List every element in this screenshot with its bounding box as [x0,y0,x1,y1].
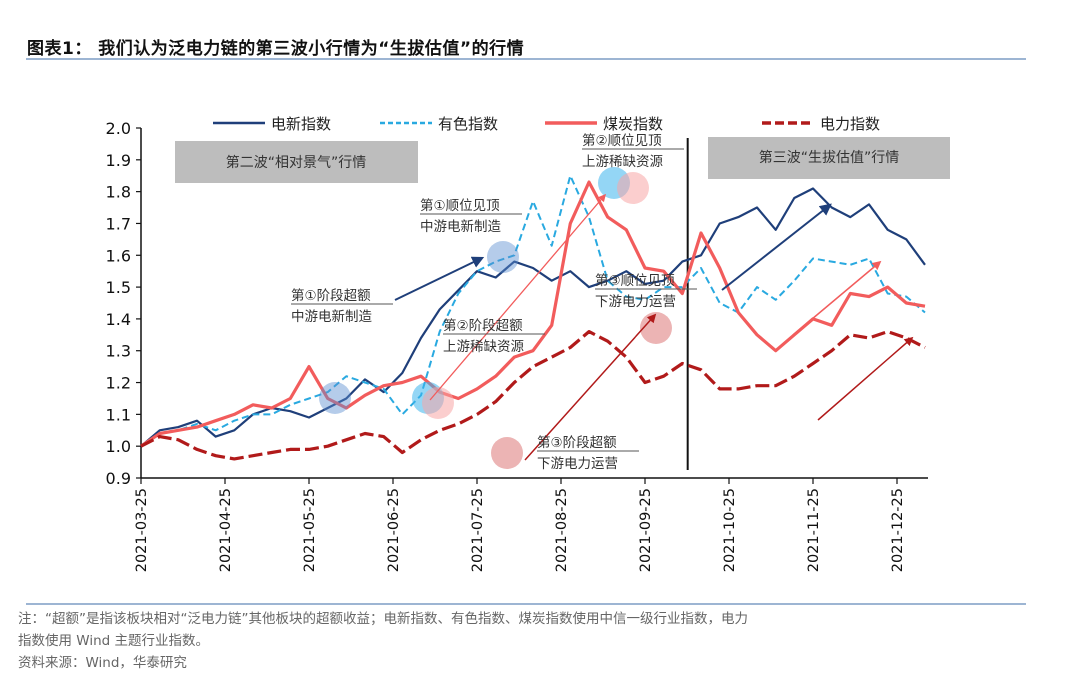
y-tick-label: 1.3 [106,342,131,361]
title-rule [26,58,1026,60]
annotation-label-3-stage-line2: 下游电力运营 [537,456,618,472]
x-tick-label: 2021-10-25 [722,488,738,572]
x-tick-label: 2021-08-25 [554,488,570,572]
legend: 电新指数 有色指数 煤炭指数 电力指数 [213,115,880,133]
wave2-box-label: 第二波“相对景气”行情 [226,154,367,171]
wave3-box [708,137,950,179]
highlight-circle [422,387,454,419]
annotation-label-2-top-line1: 第②顺位见顶 [582,132,662,149]
annotation-label-1-top-line2: 中游电新制造 [420,219,501,235]
highlight-circle [640,312,672,344]
x-tick-label: 2021-03-25 [134,488,150,572]
line-chart: 电新指数 有色指数 煤炭指数 电力指数 第二波“相对景气”行情 第三波“生拔估值”行情 … [106,115,950,572]
y-tick-label: 1.4 [106,310,131,329]
notes: 注：“超额”是指该板块相对“泛电力链”其他板块的超额收益；电新指数、有色指数、煤… [18,608,748,674]
y-tick-label: 1.7 [106,214,131,233]
note-line-2: 指数使用 Wind 主题行业指数。 [18,633,210,649]
x-tick-label: 2021-05-25 [302,488,318,572]
annotation-label-1-stage-line1: 第①阶段超额 [291,287,371,304]
annotation-label-1-stage-line2: 中游电新制造 [291,309,372,325]
legend-label-2: 有色指数 [438,115,498,133]
annotation-label-3-stage-line1: 第③阶段超额 [537,434,617,451]
x-tick-label: 2021-09-25 [638,488,654,572]
wave3-box-label: 第三波“生拔估值”行情 [759,149,900,166]
series-lines [140,174,926,461]
legend-label-1: 电新指数 [271,115,331,133]
series-line-1 [140,187,926,448]
annotation-label-2-stage-line1: 第②阶段超额 [443,317,523,334]
highlight-circle [487,241,519,273]
highlight-circle [617,172,649,204]
wave2-box [175,141,418,183]
figure-title: 图表1： 我们认为泛电力链的第三波小行情为“生拔估值”的行情 [27,39,525,59]
trend-arrow [792,260,882,336]
x-tick-label: 2021-12-25 [890,488,906,572]
y-tick-label: 1.2 [106,374,131,393]
trend-arrow [394,256,485,301]
series-line-4 [140,330,926,461]
annotation-label-2-top-line2: 上游稀缺资源 [582,154,663,170]
y-tick-label: 1.5 [106,278,131,297]
highlight-circle [319,382,351,414]
annotation-label-2-stage-line2: 上游稀缺资源 [443,339,524,355]
y-tick-label: 2.0 [106,119,131,138]
y-tick-label: 1.6 [106,246,131,265]
trend-arrow [524,313,657,461]
x-tick-label: 2021-06-25 [386,488,402,572]
source-line: 资料来源：Wind，华泰研究 [18,655,187,671]
y-tick-label: 1.8 [106,183,131,202]
legend-label-4: 电力指数 [820,115,880,133]
legend-label-3: 煤炭指数 [603,115,663,133]
annotation-label-1-top-line1: 第①顺位见顶 [420,197,500,214]
highlight-circle [491,437,523,469]
trend-arrow [817,336,914,421]
x-tick-label: 2021-11-25 [806,488,822,572]
notes-rule [26,603,1026,605]
note-line-1: 注：“超额”是指该板块相对“泛电力链”其他板块的超额收益；电新指数、有色指数、煤… [18,611,748,627]
x-tick-label: 2021-04-25 [218,488,234,572]
annotation-label-3-top-line2: 下游电力运营 [595,294,676,310]
y-tick-label: 1.9 [106,151,131,170]
y-tick-label: 1.1 [106,405,131,424]
annotation-label-3-top-line1: 第③顺位见顶 [595,272,675,289]
y-tick-label: 0.9 [106,469,131,488]
y-tick-label: 1.0 [106,437,131,456]
axes: 0.9 1.0 1.1 1.2 1.3 1.4 1.5 1.6 1.7 1.8 1.9 2.0 2021… [106,119,928,572]
x-tick-label: 2021-07-25 [470,488,486,572]
trend-arrow [429,193,607,401]
trend-arrow [721,203,832,291]
